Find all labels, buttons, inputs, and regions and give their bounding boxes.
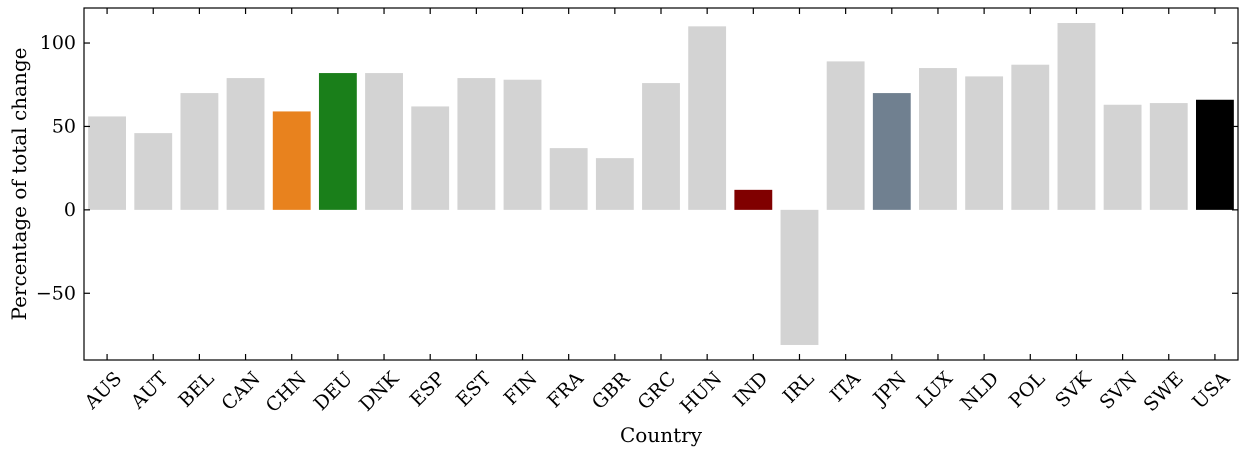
bar-esp bbox=[411, 106, 450, 210]
bar-lux bbox=[919, 68, 957, 210]
bar-fra bbox=[549, 148, 588, 210]
y-axis-title: Percentage of total change bbox=[7, 48, 31, 321]
bar-usa bbox=[1195, 99, 1234, 210]
bar-ind bbox=[734, 189, 773, 210]
bar-hun bbox=[688, 26, 727, 210]
bar-aus bbox=[88, 116, 127, 210]
x-tick-label-aut: AUT bbox=[126, 367, 172, 413]
x-tick-label-dnk: DNK bbox=[355, 367, 404, 416]
bar-aut bbox=[134, 133, 173, 210]
x-tick-label-gbr: GBR bbox=[588, 367, 635, 414]
bar-swe bbox=[1149, 103, 1188, 210]
bar-pol bbox=[1011, 64, 1050, 210]
y-tick-label: 0 bbox=[64, 199, 76, 221]
bar-nld bbox=[965, 76, 1004, 210]
bar-grc bbox=[642, 83, 680, 210]
x-tick-label-usa: USA bbox=[1188, 367, 1234, 413]
bar-est bbox=[457, 78, 496, 210]
bar-irl bbox=[780, 209, 819, 345]
x-tick-label-fin: FIN bbox=[500, 368, 542, 410]
x-tick-label-ita: ITA bbox=[826, 367, 865, 406]
x-tick-label-esp: ESP bbox=[406, 367, 450, 411]
x-tick-label-bel: BEL bbox=[174, 367, 218, 411]
y-tick-label: −50 bbox=[36, 282, 76, 304]
bar-svk bbox=[1057, 23, 1096, 210]
x-tick-label-swe: SWE bbox=[1140, 368, 1188, 416]
bar-jpn bbox=[872, 93, 911, 210]
x-tick-label-est: EST bbox=[452, 367, 496, 411]
bar-ita bbox=[826, 61, 865, 210]
x-tick-label-svn: SVN bbox=[1096, 368, 1142, 414]
bar-can bbox=[226, 78, 265, 210]
x-tick-label-hun: HUN bbox=[676, 368, 726, 418]
y-tick-label: 50 bbox=[52, 115, 76, 137]
bars bbox=[88, 23, 1234, 345]
x-tick-label-grc: GRC bbox=[633, 368, 680, 415]
x-tick-label-svk: SVK bbox=[1051, 367, 1096, 412]
y-axis: −50 0 50 100 bbox=[36, 32, 1238, 304]
x-tick-label-can: CAN bbox=[217, 368, 264, 415]
x-tick-label-irl: IRL bbox=[779, 367, 819, 407]
bar-svn bbox=[1103, 104, 1142, 210]
x-tick-label-deu: DEU bbox=[310, 368, 357, 415]
bar-bel bbox=[180, 93, 219, 210]
x-tick-label-ind: IND bbox=[729, 368, 772, 411]
bar-fin bbox=[503, 79, 542, 210]
x-tick-label-lux: LUX bbox=[912, 367, 957, 412]
x-tick-label-aus: AUS bbox=[80, 368, 126, 414]
x-axis-title: Country bbox=[620, 423, 703, 447]
x-tick-label-jpn: JPN bbox=[868, 368, 911, 411]
bar-dnk bbox=[365, 73, 403, 210]
x-tick-label-chn: CHN bbox=[262, 368, 311, 417]
bar-gbr bbox=[595, 158, 634, 210]
x-tick-label-pol: POL bbox=[1005, 367, 1050, 412]
bar-deu bbox=[318, 73, 357, 210]
x-tick-label-nld: NLD bbox=[956, 368, 1003, 415]
y-tick-label: 100 bbox=[40, 32, 76, 54]
x-tick-label-fra: FRA bbox=[543, 367, 588, 412]
bar-chn bbox=[272, 111, 311, 210]
